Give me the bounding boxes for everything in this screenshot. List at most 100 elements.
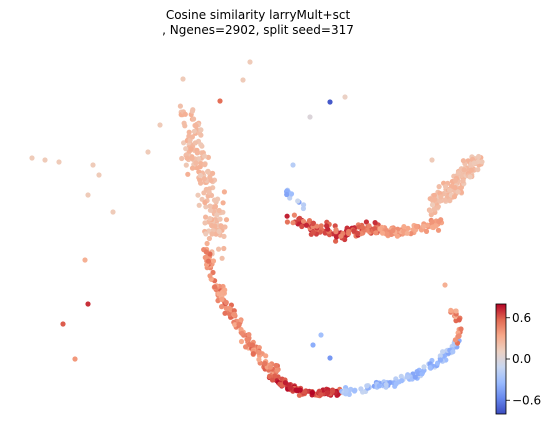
scatter-point [399, 378, 405, 384]
scatter-point [189, 134, 195, 140]
scatter-point [211, 197, 218, 203]
scatter-point [198, 142, 204, 148]
chart-title: Cosine similarity larryMult+sct , Ngenes… [0, 8, 516, 38]
scatter-point [215, 298, 221, 304]
scatter-point-outlier [72, 356, 78, 362]
scatter-point [309, 390, 315, 396]
scatter-point [310, 220, 316, 227]
scatter-point [443, 184, 449, 190]
scatter-point-outlier [96, 172, 102, 178]
scatter-points [29, 59, 485, 399]
scatter-point [269, 377, 276, 383]
scatter-point [458, 326, 464, 332]
scatter-point [193, 160, 199, 166]
scatter-point [421, 223, 427, 229]
scatter-point [476, 153, 482, 160]
scatter-point [263, 353, 269, 359]
scatter-point [207, 203, 213, 209]
scatter-point [256, 356, 262, 363]
scatter-point [401, 224, 407, 230]
scatter-point [179, 155, 185, 162]
colorbar-tick-label: −0.6 [512, 393, 541, 407]
scatter-point [299, 223, 305, 230]
scatter-point [475, 158, 481, 165]
scatter-point-outlier [56, 159, 62, 165]
scatter-point [446, 187, 453, 193]
scatter-point [221, 189, 227, 195]
scatter-point [456, 317, 462, 323]
scatter-point [310, 229, 316, 235]
scatter-point [191, 128, 197, 134]
scatter-point-outlier [85, 301, 91, 307]
scatter-point [236, 321, 242, 327]
scatter-point [244, 336, 250, 342]
scatter-point [452, 337, 458, 343]
scatter-point [222, 224, 228, 230]
scatter-point [460, 178, 466, 184]
scatter-point [452, 177, 459, 183]
scatter-point [455, 189, 461, 195]
scatter-point [343, 388, 349, 394]
scatter-point [333, 229, 339, 235]
scatter-point [284, 213, 290, 219]
scatter-point [209, 231, 215, 237]
scatter-point [296, 392, 302, 398]
scatter-point [250, 351, 256, 357]
scatter-point [325, 226, 331, 232]
scatter-point-outlier [442, 282, 448, 288]
scatter-point [436, 218, 442, 225]
scatter-point [413, 223, 420, 229]
scatter-point [212, 203, 219, 210]
scatter-point [206, 235, 212, 242]
scatter-point [431, 192, 437, 198]
scatter-point [436, 184, 442, 190]
colorbar-tick-label: 0.6 [512, 311, 531, 325]
scatter-point [394, 233, 400, 239]
scatter-point [460, 158, 466, 164]
scatter-point [333, 238, 339, 244]
scatter-point-outlier [90, 162, 96, 168]
scatter-point [191, 116, 197, 122]
chart-title-line-1: Cosine similarity larryMult+sct [165, 8, 351, 22]
scatter-point [456, 333, 462, 339]
scatter-point [405, 225, 411, 231]
scatter-point [219, 296, 225, 302]
scatter-point [226, 305, 232, 311]
scatter-point [284, 219, 290, 225]
scatter-point [185, 171, 191, 177]
scatter-point [393, 381, 399, 387]
scatter-point [205, 169, 211, 175]
scatter-point [207, 216, 213, 222]
scatter-point-outlier [342, 94, 348, 100]
scatter-point-outlier [327, 355, 333, 361]
scatter-point [372, 220, 378, 226]
scatter-point [295, 198, 301, 204]
scatter-point [412, 374, 418, 380]
scatter-point [186, 129, 192, 135]
scatter-point [209, 222, 215, 229]
scatter-point [203, 204, 209, 210]
colorbar: 0.6 0.0 −0.6 [495, 303, 541, 415]
scatter-point [221, 233, 227, 239]
scatter-point [423, 228, 430, 234]
scatter-point [377, 226, 383, 232]
scatter-point [210, 269, 216, 276]
scatter-point [207, 174, 213, 180]
scatter-point [301, 202, 307, 208]
scatter-point [437, 198, 443, 204]
scatter-point [427, 208, 433, 214]
scatter-point [222, 287, 228, 293]
scatter-point [217, 216, 223, 222]
scatter-point [197, 172, 203, 179]
scatter-point [267, 374, 273, 380]
scatter-point [218, 223, 224, 229]
scatter-point-outlier [29, 155, 35, 161]
scatter-point [468, 167, 474, 173]
scatter-point [314, 223, 320, 229]
scatter-point-outlier [217, 98, 223, 104]
scatter-point [184, 155, 190, 161]
scatter-point [238, 338, 245, 345]
scatter-point [216, 291, 222, 297]
scatter-point [221, 245, 227, 252]
